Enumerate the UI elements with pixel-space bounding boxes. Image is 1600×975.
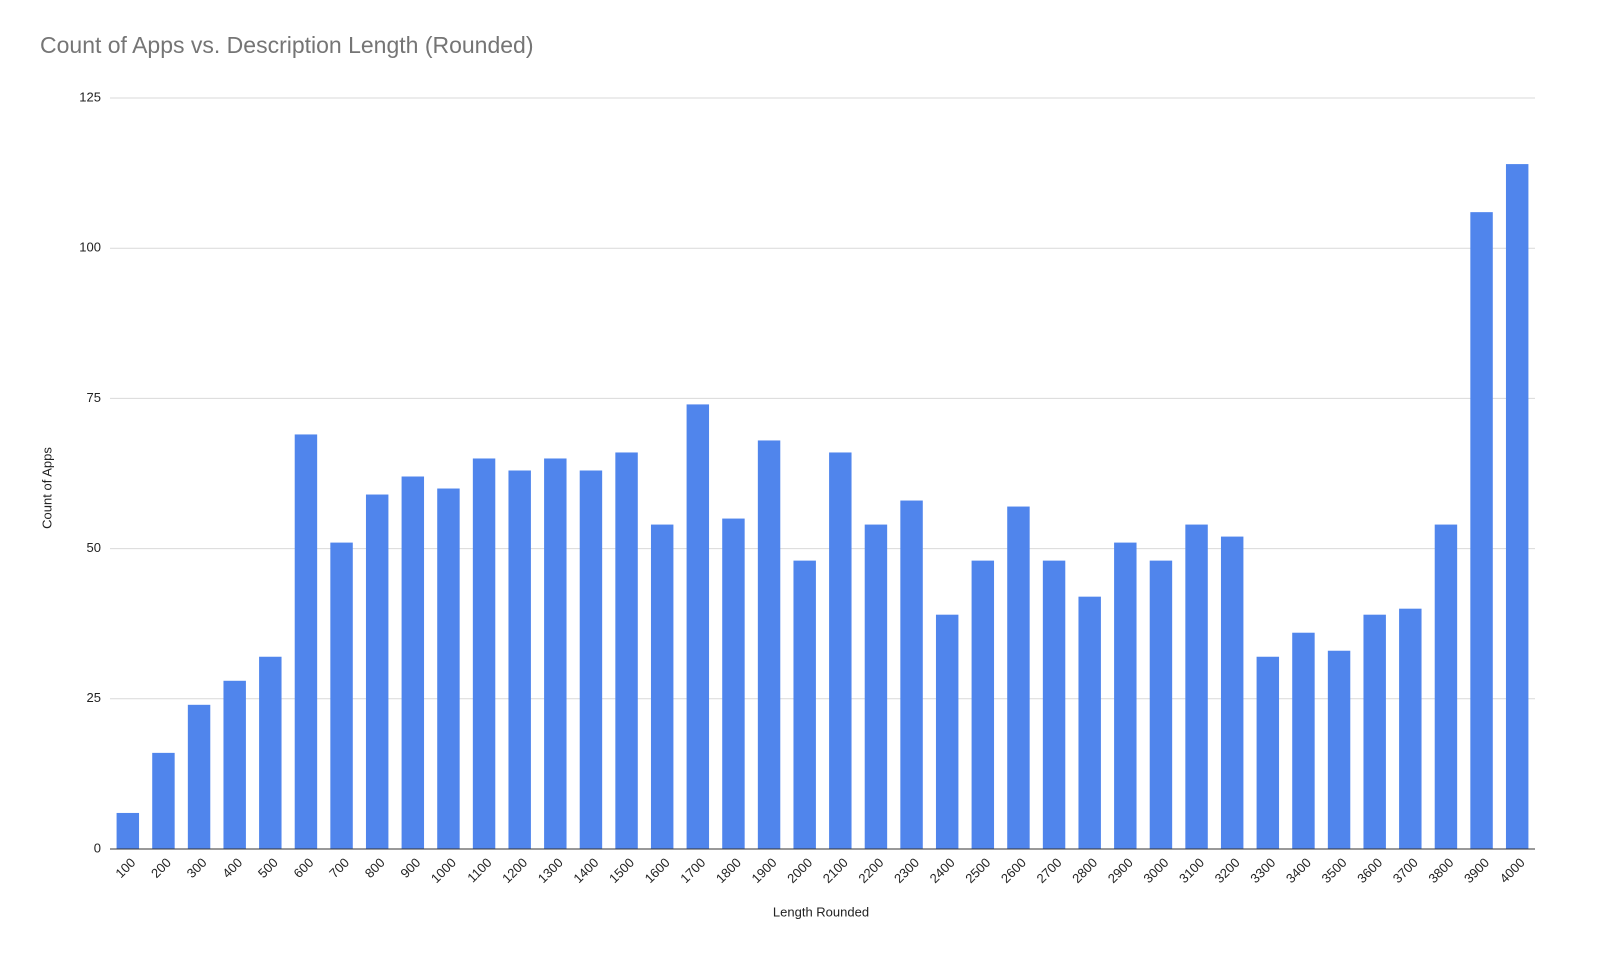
x-tick-label: 1200: [499, 855, 530, 886]
bar: [330, 542, 353, 849]
y-tick-label: 50: [87, 540, 101, 555]
x-tick-label: 2000: [784, 855, 815, 886]
x-tick-label: 300: [184, 855, 210, 881]
x-tick-label: 2600: [998, 855, 1029, 886]
x-tick-label: 3900: [1461, 855, 1492, 886]
x-tick-label: 1600: [642, 855, 673, 886]
x-tick-label: 3000: [1140, 855, 1171, 886]
x-tick-label: 800: [362, 855, 388, 881]
y-tick-label: 75: [87, 390, 101, 405]
bar: [1007, 506, 1030, 849]
x-tick-label: 3100: [1176, 855, 1207, 886]
bar: [900, 500, 923, 849]
bar: [1363, 614, 1386, 849]
bar: [437, 488, 460, 849]
bar: [401, 476, 425, 849]
bar: [1042, 560, 1066, 849]
x-axis-label: Length Rounded: [773, 904, 869, 919]
bar: [935, 614, 959, 849]
bar: [864, 524, 888, 849]
bar: [1399, 608, 1422, 849]
x-tick-label: 2800: [1069, 855, 1100, 886]
x-tick-label: 2500: [962, 855, 993, 886]
x-tick-label: 1900: [749, 855, 780, 886]
bar: [829, 452, 852, 849]
x-tick-label: 2700: [1034, 855, 1065, 886]
x-tick-label: 2400: [927, 855, 958, 886]
x-tick-label: 3600: [1354, 855, 1385, 886]
bar: [365, 494, 389, 849]
x-tick-label: 2900: [1105, 855, 1136, 886]
bar: [187, 704, 211, 849]
x-tick-label: 3800: [1425, 855, 1456, 886]
x-tick-label: 1800: [713, 855, 744, 886]
bar: [223, 680, 246, 849]
x-tick-label: 3200: [1212, 855, 1243, 886]
y-tick-label: 100: [79, 240, 101, 255]
bar: [1185, 524, 1208, 849]
bar: [971, 560, 995, 849]
x-tick-label: 1500: [606, 855, 637, 886]
x-tick-label: 2200: [855, 855, 886, 886]
bar: [650, 524, 674, 849]
bar: [1434, 524, 1458, 849]
x-tick-label: 1400: [570, 855, 601, 886]
x-tick-label: 3300: [1247, 855, 1278, 886]
y-axis-label: Count of Apps: [39, 447, 54, 529]
y-tick-label: 0: [94, 840, 101, 855]
x-tick-label: 1000: [428, 855, 459, 886]
x-tick-label: 2100: [820, 855, 851, 886]
x-tick-label: 900: [397, 855, 423, 881]
x-tick-label: 3500: [1319, 855, 1350, 886]
bar: [1114, 542, 1137, 849]
x-tick-label: 4000: [1497, 855, 1528, 886]
x-tick-label: 100: [112, 855, 138, 881]
bar: [757, 440, 781, 849]
bar: [508, 470, 531, 849]
x-tick-label: 3400: [1283, 855, 1314, 886]
x-tick-label: 400: [219, 855, 245, 881]
x-tick-label: 1300: [535, 855, 566, 886]
bar: [472, 458, 496, 849]
bar: [686, 404, 710, 849]
x-tick-label: 1700: [677, 855, 708, 886]
bar: [1505, 164, 1529, 849]
bar: [1220, 536, 1244, 849]
chart-title: Count of Apps vs. Description Length (Ro…: [40, 32, 534, 58]
y-tick-label: 25: [87, 690, 101, 705]
bar: [152, 752, 175, 849]
bar: [544, 458, 567, 849]
bar: [1078, 596, 1101, 849]
bar: [1149, 560, 1173, 849]
x-tick-label: 3700: [1390, 855, 1421, 886]
bar: [1327, 650, 1351, 849]
bar: [1256, 656, 1280, 849]
x-tick-label: 200: [148, 855, 174, 881]
bar: [722, 518, 745, 849]
bar: [1470, 212, 1493, 850]
x-tick-label: 700: [326, 855, 352, 881]
bar: [793, 560, 816, 849]
y-tick-label: 125: [79, 89, 101, 104]
bar: [579, 470, 603, 849]
bar: [259, 656, 282, 849]
bar: [1292, 632, 1315, 849]
x-tick-label: 2300: [891, 855, 922, 886]
bar: [294, 434, 318, 849]
x-tick-label: 1100: [464, 855, 494, 885]
bar: [615, 452, 638, 849]
x-tick-label: 500: [255, 855, 281, 881]
x-tick-label: 600: [291, 855, 317, 881]
bar: [116, 812, 140, 849]
